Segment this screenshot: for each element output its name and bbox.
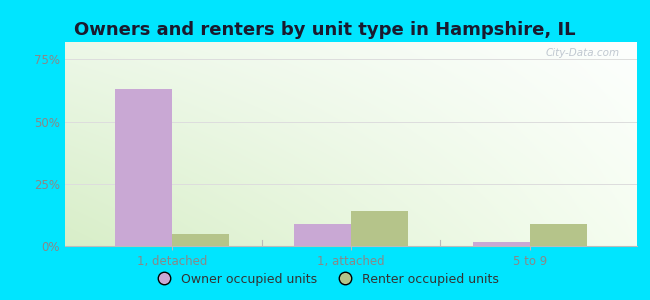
Bar (351, 211, 408, 246)
Legend: Owner occupied units, Renter occupied units: Owner occupied units, Renter occupied un… (146, 268, 504, 291)
Text: City-Data.com: City-Data.com (546, 48, 620, 58)
Bar (473, 242, 530, 246)
Bar (115, 89, 172, 246)
Bar (530, 224, 587, 246)
Text: Owners and renters by unit type in Hampshire, IL: Owners and renters by unit type in Hamps… (74, 21, 576, 39)
Bar (172, 234, 229, 246)
Bar (294, 224, 351, 246)
